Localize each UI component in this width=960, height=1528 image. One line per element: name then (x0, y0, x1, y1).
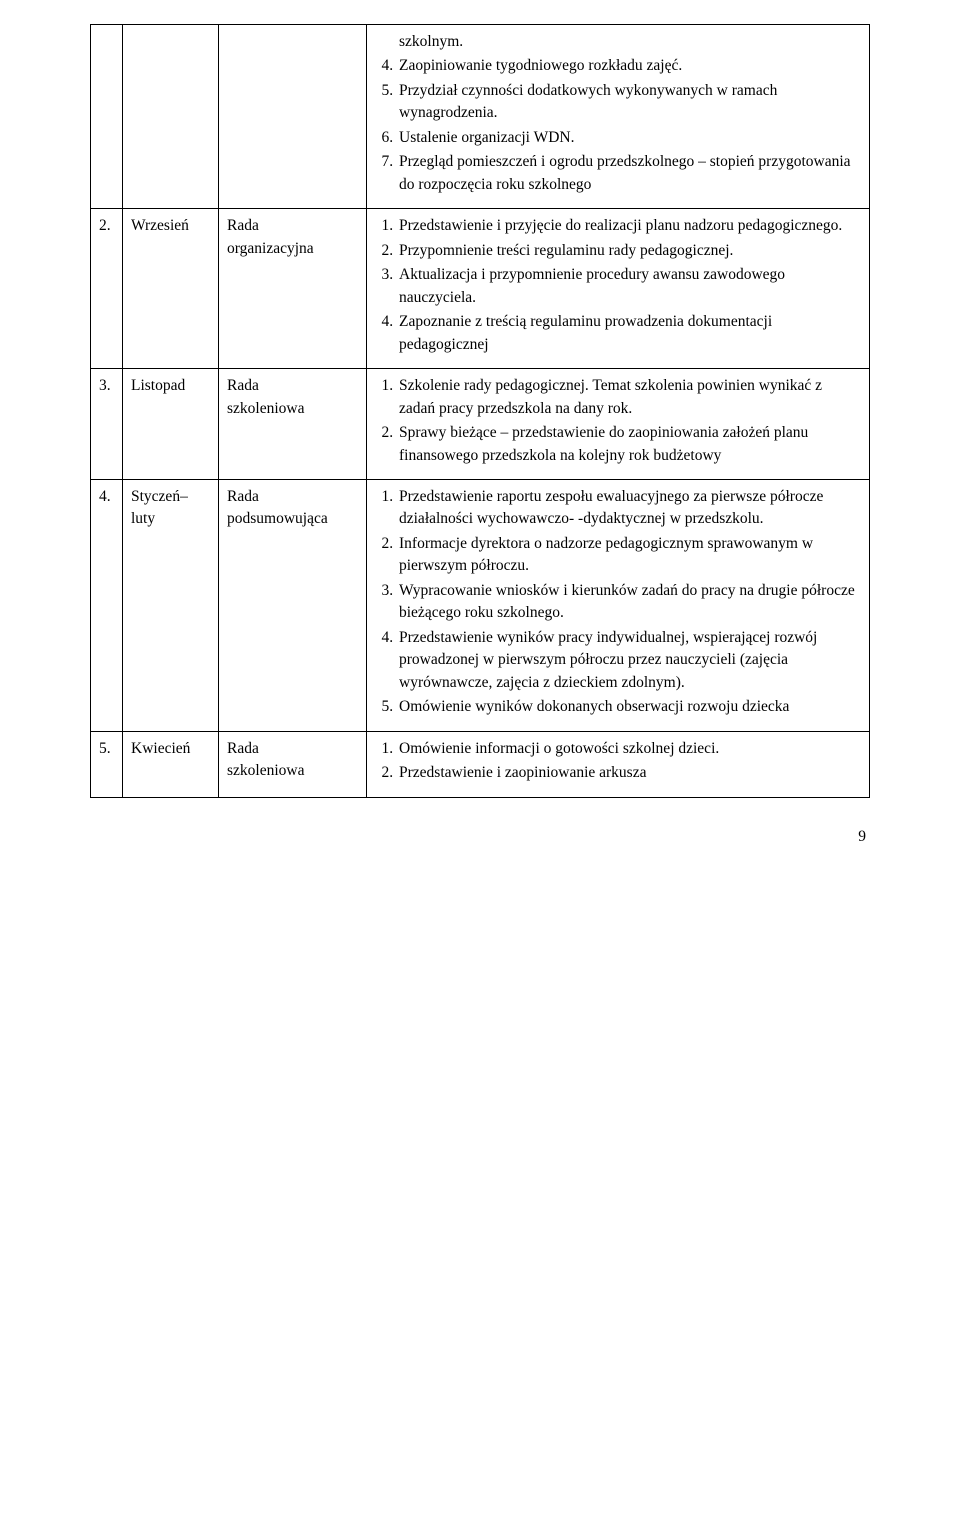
list-item: Przedstawienie wyników pracy indywidualn… (397, 627, 861, 694)
list-item: Informacje dyrektora o nadzorze pedagogi… (397, 533, 861, 578)
list-item: Przypomnienie treści regulaminu rady ped… (397, 240, 861, 262)
list-item: Wypracowanie wniosków i kierunków zadań … (397, 580, 861, 625)
cell-num-empty (91, 25, 123, 209)
type-line1: Rada (227, 740, 259, 757)
type-line1: Rada (227, 217, 259, 234)
items-list: Zaopiniowanie tygodniowego rozkładu zaję… (375, 55, 861, 196)
list-item: Aktualizacja i przypomnienie procedury a… (397, 264, 861, 309)
cell-type: Rada szkoleniowa (219, 731, 367, 797)
document-page: szkolnym. Zaopiniowanie tygodniowego roz… (0, 0, 960, 886)
cell-month-empty (123, 25, 219, 209)
cell-content: Przedstawienie i przyjęcie do realizacji… (367, 209, 870, 369)
cell-num: 3. (91, 369, 123, 480)
cell-month: Wrzesień (123, 209, 219, 369)
schedule-table: szkolnym. Zaopiniowanie tygodniowego roz… (90, 24, 870, 798)
items-list: Przedstawienie i przyjęcie do realizacji… (375, 215, 861, 356)
list-item: Zaopiniowanie tygodniowego rozkładu zaję… (397, 55, 861, 77)
table-row: 5. Kwiecień Rada szkoleniowa Omówienie i… (91, 731, 870, 797)
cell-content: szkolnym. Zaopiniowanie tygodniowego roz… (367, 25, 870, 209)
list-item: Omówienie wyników dokonanych obserwacji … (397, 696, 861, 718)
page-number: 9 (90, 828, 870, 846)
cell-type: Rada organizacyjna (219, 209, 367, 369)
cell-num: 4. (91, 479, 123, 731)
cell-content: Szkolenie rady pedagogicznej. Temat szko… (367, 369, 870, 480)
items-list: Przedstawienie raportu zespołu ewaluacyj… (375, 486, 861, 719)
list-item: Przedstawienie raportu zespołu ewaluacyj… (397, 486, 861, 531)
items-list: szkolnym. (375, 31, 861, 53)
cell-type-empty (219, 25, 367, 209)
cell-type: Rada podsumowująca (219, 479, 367, 731)
cell-month: Styczeń– luty (123, 479, 219, 731)
list-item: Omówienie informacji o gotowości szkolne… (397, 738, 861, 760)
cell-content: Przedstawienie raportu zespołu ewaluacyj… (367, 479, 870, 731)
items-list: Szkolenie rady pedagogicznej. Temat szko… (375, 375, 861, 467)
items-list: Omówienie informacji o gotowości szkolne… (375, 738, 861, 785)
table-row: 2. Wrzesień Rada organizacyjna Przedstaw… (91, 209, 870, 369)
list-item: Sprawy bieżące – przedstawienie do zaopi… (397, 422, 861, 467)
cell-content: Omówienie informacji o gotowości szkolne… (367, 731, 870, 797)
list-item: Ustalenie organizacji WDN. (397, 127, 861, 149)
cell-num: 5. (91, 731, 123, 797)
list-item: Przydział czynności dodatkowych wykonywa… (397, 80, 861, 125)
list-item: Przedstawienie i przyjęcie do realizacji… (397, 215, 861, 237)
cell-month: Listopad (123, 369, 219, 480)
cell-num: 2. (91, 209, 123, 369)
type-line1: Rada (227, 488, 259, 505)
list-item: Szkolenie rady pedagogicznej. Temat szko… (397, 375, 861, 420)
table-row: szkolnym. Zaopiniowanie tygodniowego roz… (91, 25, 870, 209)
cell-month: Kwiecień (123, 731, 219, 797)
list-item: Przedstawienie i zaopiniowanie arkusza (397, 762, 861, 784)
type-line1: Rada (227, 377, 259, 394)
list-item: Przegląd pomieszczeń i ogrodu przedszkol… (397, 151, 861, 196)
table-row: 4. Styczeń– luty Rada podsumowująca Prze… (91, 479, 870, 731)
table-row: 3. Listopad Rada szkoleniowa Szkolenie r… (91, 369, 870, 480)
type-line2: szkoleniowa (227, 762, 304, 779)
month-line2: luty (131, 510, 155, 527)
cell-type: Rada szkoleniowa (219, 369, 367, 480)
type-line2: szkoleniowa (227, 400, 304, 417)
type-line2: podsumowująca (227, 510, 328, 527)
list-item: szkolnym. (397, 31, 861, 53)
list-item: Zapoznanie z treścią regulaminu prowadze… (397, 311, 861, 356)
month-line1: Styczeń– (131, 488, 188, 505)
type-line2: organizacyjna (227, 240, 314, 257)
